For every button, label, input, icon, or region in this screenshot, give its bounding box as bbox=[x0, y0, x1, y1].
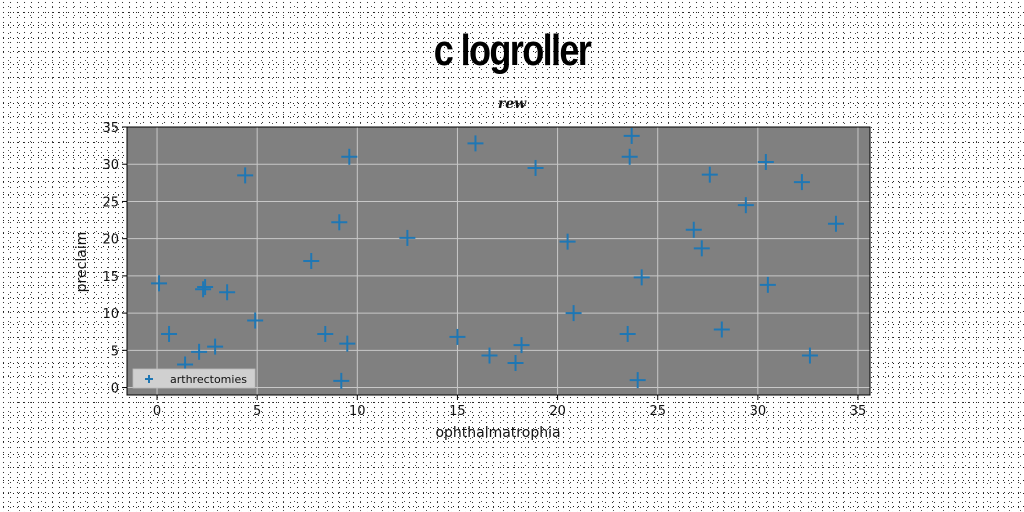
y-tick-label: 30 bbox=[102, 158, 119, 173]
x-tick-label: 0 bbox=[153, 404, 161, 419]
x-tick-label: 15 bbox=[449, 404, 466, 419]
x-tick-label: 25 bbox=[649, 404, 666, 419]
y-tick-label: 15 bbox=[102, 270, 119, 285]
y-tick-label: 35 bbox=[102, 121, 119, 136]
legend: arthrectomies bbox=[133, 369, 255, 388]
legend-label: arthrectomies bbox=[170, 373, 247, 386]
y-axis-label: preclaim bbox=[74, 232, 90, 293]
x-axis-label: ophthalmatrophia bbox=[435, 425, 560, 441]
y-tick-label: 10 bbox=[102, 307, 119, 322]
x-tick-label: 30 bbox=[750, 404, 767, 419]
x-tick-label: 10 bbox=[349, 404, 366, 419]
plot-area bbox=[127, 127, 870, 395]
y-tick-label: 5 bbox=[111, 344, 119, 359]
x-tick-label: 35 bbox=[850, 404, 867, 419]
x-tick-label: 20 bbox=[549, 404, 566, 419]
y-tick-label: 25 bbox=[102, 195, 119, 210]
x-tick-label: 5 bbox=[253, 404, 261, 419]
y-tick-label: 20 bbox=[102, 233, 119, 248]
y-tick-label: 0 bbox=[111, 382, 119, 397]
